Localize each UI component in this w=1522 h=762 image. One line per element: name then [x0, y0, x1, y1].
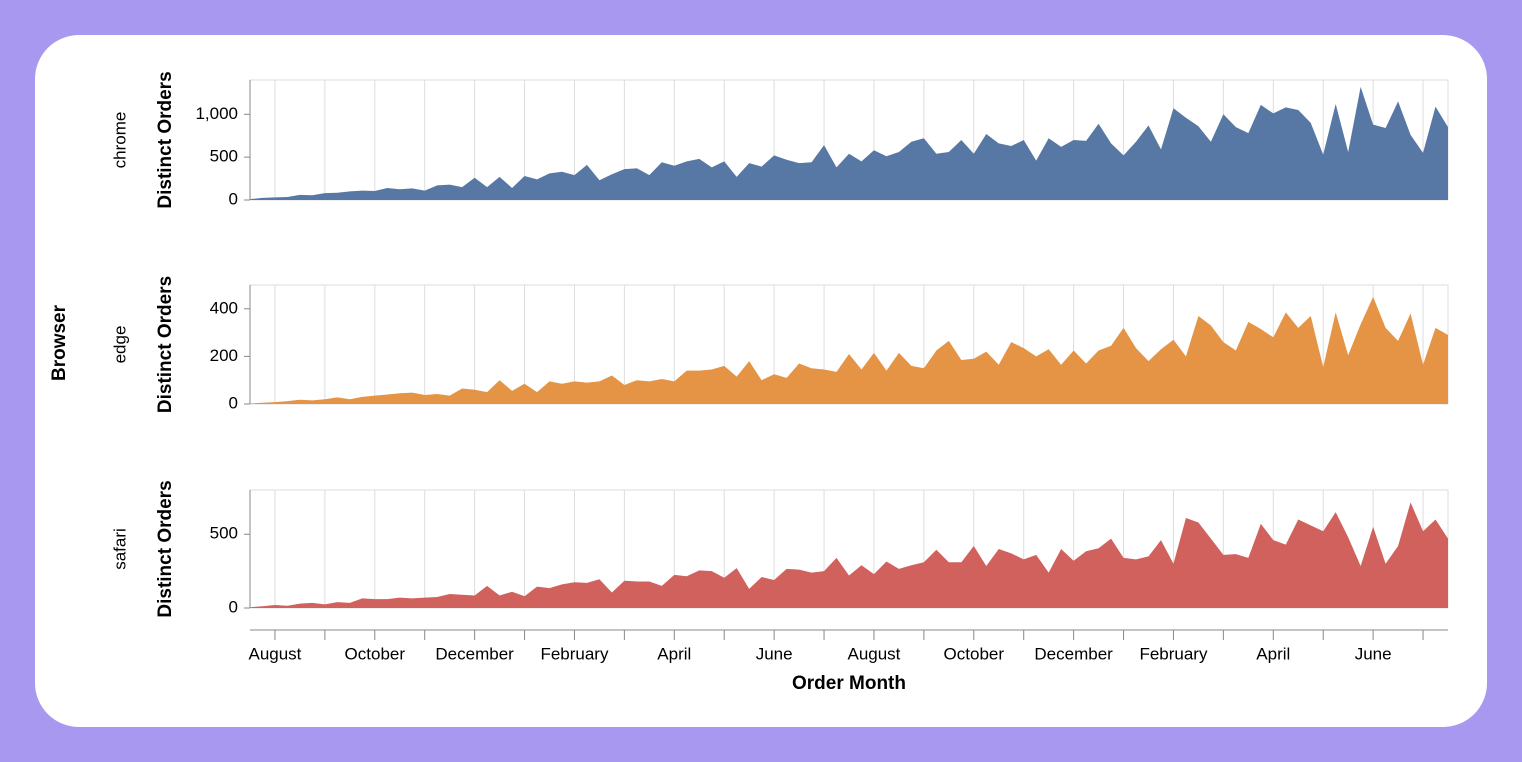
- x-tick-label: February: [540, 644, 609, 663]
- facet-label: safari: [110, 528, 129, 570]
- x-tick-label: April: [657, 644, 691, 663]
- x-tick-label: October: [345, 644, 406, 663]
- y-tick-label: 500: [210, 147, 238, 166]
- y-tick-label: 0: [229, 597, 238, 616]
- x-tick-label: June: [756, 644, 793, 663]
- x-tick-label: April: [1256, 644, 1290, 663]
- facet-label: edge: [110, 326, 129, 364]
- x-tick-label: August: [847, 644, 900, 663]
- y-tick-label: 0: [229, 189, 238, 208]
- y-tick-label: 500: [210, 524, 238, 543]
- x-tick-label: June: [1355, 644, 1392, 663]
- y-axis-title: Distinct Orders: [155, 480, 176, 617]
- x-tick-label: February: [1139, 644, 1208, 663]
- y-tick-label: 400: [210, 298, 238, 317]
- x-tick-label: December: [1034, 644, 1113, 663]
- area: [250, 502, 1448, 608]
- x-tick-label: August: [248, 644, 301, 663]
- facet-label: chrome: [110, 112, 129, 169]
- y-tick-label: 200: [210, 346, 238, 365]
- x-tick-label: December: [435, 644, 514, 663]
- x-axis-title: Order Month: [792, 673, 906, 694]
- y-axis-title: Distinct Orders: [155, 71, 176, 208]
- y-tick-label: 0: [229, 393, 238, 412]
- facet-title: Browser: [49, 304, 70, 381]
- area: [250, 86, 1448, 200]
- y-axis-title: Distinct Orders: [155, 276, 176, 413]
- x-tick-label: October: [944, 644, 1005, 663]
- area: [250, 296, 1448, 404]
- y-tick-label: 1,000: [195, 104, 238, 123]
